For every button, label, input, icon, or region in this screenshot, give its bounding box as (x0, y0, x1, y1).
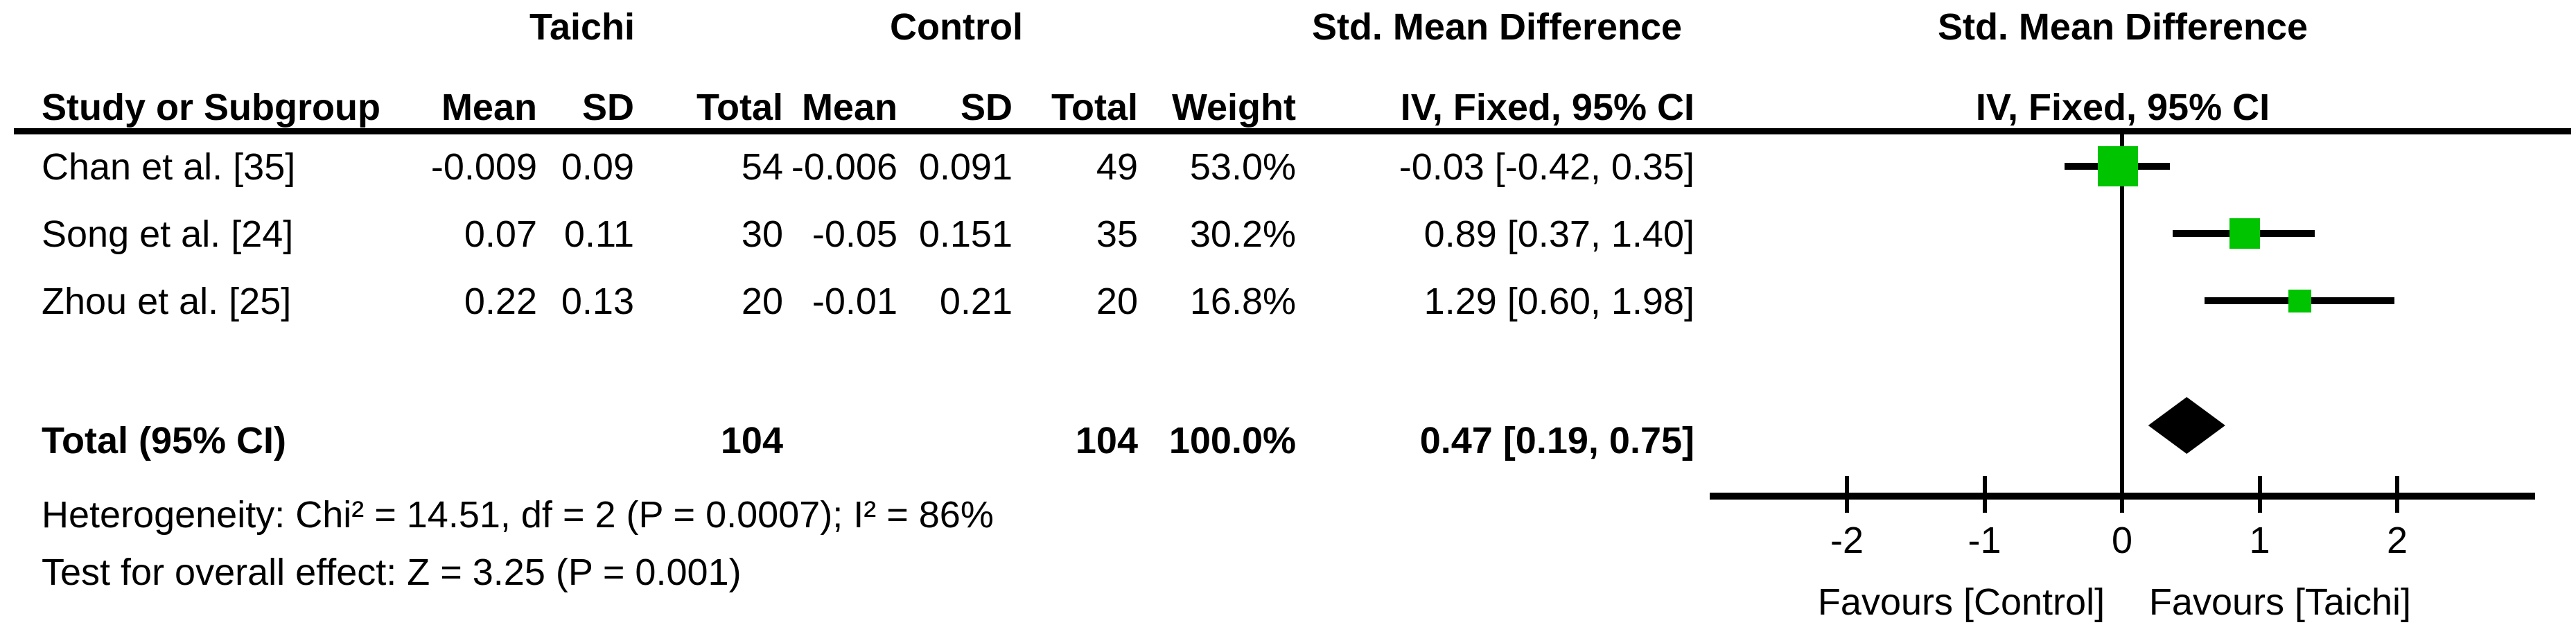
total-control: 20 (1096, 281, 1138, 322)
total-label: Total (95% CI) (42, 420, 287, 461)
heterogeneity-note: Heterogeneity: Chi² = 14.51, df = 2 (P =… (42, 494, 994, 536)
zero-line (2120, 134, 2124, 496)
col-header-mean-taichi: Mean (441, 87, 537, 128)
sd-taichi: 0.09 (561, 146, 634, 188)
weight: 30.2% (1189, 213, 1296, 255)
study-weight-square (2288, 289, 2311, 312)
header-rule (14, 128, 2571, 134)
study-name: Chan et al. [35] (42, 146, 296, 188)
sd-control: 0.091 (918, 146, 1013, 188)
axis-label-favours-control: Favours [Control] (1817, 581, 2105, 623)
mean-taichi: -0.009 (430, 146, 537, 188)
x-axis-tick (2257, 476, 2262, 513)
total-smd-ci-text: 0.47 [0.19, 0.75] (1419, 420, 1694, 461)
x-axis-tick-label: -1 (1968, 520, 2001, 561)
mean-control: -0.006 (791, 146, 897, 188)
x-axis-tick-label: -2 (1830, 520, 1864, 561)
smd-ci-text: 1.29 [0.60, 1.98] (1423, 281, 1694, 322)
mean-control: -0.05 (812, 213, 897, 255)
x-axis-tick-label: 1 (2249, 520, 2270, 561)
x-axis-tick (1845, 476, 1849, 513)
x-axis-tick (1982, 476, 1987, 513)
overall-effect-note: Test for overall effect: Z = 3.25 (P = 0… (42, 552, 742, 593)
total-weight: 100.0% (1168, 420, 1296, 461)
col-header-sd-control: SD (960, 87, 1013, 128)
total-taichi: 20 (741, 281, 783, 322)
col-header-total-control: Total (1051, 87, 1138, 128)
study-weight-square (2229, 218, 2260, 249)
group-header-smd-column: Std. Mean Difference (1311, 6, 1683, 48)
col-header-ci-column: IV, Fixed, 95% CI (1400, 87, 1694, 128)
sd-taichi: 0.11 (563, 213, 634, 255)
x-axis-tick (2395, 476, 2399, 513)
group-header-taichi: Taichi (529, 6, 636, 48)
total-control: 35 (1096, 213, 1138, 255)
col-header-weight: Weight (1172, 87, 1296, 128)
col-header-study: Study or Subgroup (42, 87, 380, 128)
study-name: Song et al. [24] (42, 213, 294, 255)
sd-taichi: 0.13 (561, 281, 634, 322)
sd-control: 0.151 (918, 213, 1013, 255)
total-taichi: 54 (741, 146, 783, 188)
col-header-ci-plot: IV, Fixed, 95% CI (1975, 87, 2270, 128)
study-weight-square (2098, 146, 2139, 186)
total-control: 49 (1096, 146, 1138, 188)
mean-taichi: 0.22 (464, 281, 537, 322)
weight: 16.8% (1189, 281, 1296, 322)
x-axis-tick-label: 2 (2386, 520, 2408, 561)
total-diamond (2148, 397, 2225, 454)
axis-label-favours-taichi: Favours [Taichi] (2148, 581, 2412, 623)
group-header-control: Control (890, 6, 1023, 48)
weight: 53.0% (1189, 146, 1296, 188)
smd-ci-text: -0.03 [-0.42, 0.35] (1399, 146, 1694, 188)
mean-control: -0.01 (812, 281, 897, 322)
total-taichi: 30 (741, 213, 783, 255)
col-header-mean-control: Mean (801, 87, 897, 128)
col-header-total-taichi: Total (696, 87, 783, 128)
total-control-n: 104 (1075, 420, 1138, 461)
mean-taichi: 0.07 (464, 213, 537, 255)
smd-ci-text: 0.89 [0.37, 1.40] (1423, 213, 1694, 255)
sd-control: 0.21 (939, 281, 1013, 322)
study-name: Zhou et al. [25] (42, 281, 292, 322)
col-header-sd-taichi: SD (581, 87, 634, 128)
x-axis-tick (2120, 476, 2124, 513)
group-header-smd-plot: Std. Mean Difference (1937, 6, 2308, 48)
total-taichi-n: 104 (720, 420, 783, 461)
x-axis-tick-label: 0 (2111, 520, 2133, 561)
